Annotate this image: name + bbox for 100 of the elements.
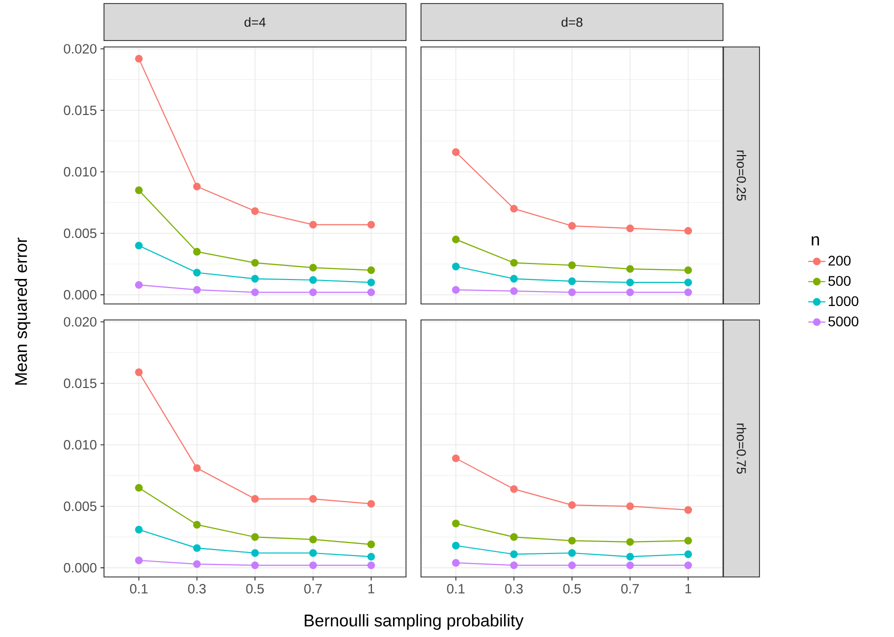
legend-label: 5000 — [828, 316, 858, 326]
chart-title: d=4 — [244, 17, 266, 27]
point — [367, 540, 376, 548]
point — [684, 278, 692, 286]
y2-axis-title: rho=0.25 — [736, 150, 746, 201]
point — [684, 561, 692, 570]
x-tick-label: 1 — [685, 584, 692, 594]
point — [684, 536, 692, 545]
point — [626, 552, 634, 561]
point — [510, 274, 518, 283]
point — [568, 288, 576, 296]
point — [367, 500, 376, 508]
chart-title: d=8 — [562, 17, 582, 27]
point — [135, 556, 143, 564]
point — [251, 549, 259, 557]
x-tick-label: 0.5 — [246, 584, 264, 594]
point — [626, 538, 634, 546]
x-tick-label: 0.5 — [563, 584, 581, 594]
point — [367, 266, 376, 274]
point — [452, 542, 460, 550]
point — [193, 182, 201, 190]
point — [626, 278, 634, 286]
point — [193, 560, 201, 568]
point — [251, 288, 259, 296]
point — [684, 226, 692, 235]
y-axis-title: Mean squared error — [14, 238, 30, 385]
point — [135, 186, 143, 194]
point — [510, 533, 518, 541]
y-tick-label: 0.000 — [64, 563, 96, 573]
point — [452, 520, 460, 528]
x-tick-label: 0.3 — [188, 584, 206, 594]
point — [367, 220, 376, 229]
point — [510, 485, 518, 493]
point — [367, 561, 376, 570]
legend-title: n — [812, 236, 819, 246]
point — [193, 268, 201, 276]
point — [568, 561, 576, 570]
point — [568, 549, 576, 557]
point — [626, 502, 634, 510]
y-tick-label: 0.020 — [64, 44, 96, 54]
point — [193, 286, 201, 294]
x-tick-label: 0.1 — [447, 584, 465, 594]
y-tick-label: 0.010 — [64, 440, 96, 450]
x-axis-title: Bernoulli sampling probability — [304, 614, 524, 630]
point — [626, 265, 634, 273]
point — [193, 520, 201, 529]
point — [309, 220, 317, 229]
point — [367, 278, 376, 286]
point — [251, 258, 259, 267]
point — [452, 286, 460, 294]
y2-axis-title: rho=0.75 — [736, 424, 746, 474]
point — [626, 561, 634, 570]
x-tick-label: 0.3 — [505, 584, 523, 594]
point — [135, 526, 143, 534]
point — [568, 501, 576, 509]
point — [309, 536, 317, 544]
y-tick-label: 0.005 — [64, 228, 96, 238]
point — [193, 248, 201, 256]
point — [452, 148, 460, 156]
x-tick-label: 0.7 — [621, 584, 639, 594]
point — [452, 262, 460, 270]
point — [568, 222, 576, 230]
point — [684, 266, 692, 274]
legend-label: 1000 — [828, 296, 858, 306]
point — [452, 454, 460, 462]
point — [251, 533, 259, 541]
point — [251, 274, 259, 283]
point — [684, 288, 692, 296]
point — [193, 544, 201, 552]
point — [510, 550, 518, 558]
point — [568, 536, 576, 545]
point — [251, 495, 259, 503]
y-tick-label: 0.015 — [64, 106, 96, 116]
legend-label: 200 — [828, 256, 851, 266]
point — [193, 464, 201, 472]
y-tick-label: 0.000 — [64, 290, 96, 300]
point — [309, 264, 317, 272]
point — [135, 242, 143, 250]
point — [309, 276, 317, 284]
point — [510, 258, 518, 267]
y-tick-label: 0.020 — [64, 317, 96, 327]
y-tick-label: 0.015 — [64, 378, 96, 388]
point — [684, 550, 692, 558]
point — [568, 261, 576, 270]
point — [452, 558, 460, 567]
point — [309, 288, 317, 296]
y-tick-label: 0.010 — [64, 167, 96, 177]
point — [135, 281, 143, 289]
point — [510, 561, 518, 570]
point — [309, 561, 317, 570]
point — [135, 54, 143, 63]
point — [135, 368, 143, 376]
x-tick-label: 0.7 — [304, 584, 322, 594]
point — [626, 288, 634, 296]
point — [510, 287, 518, 295]
point — [367, 288, 376, 296]
point — [367, 552, 376, 561]
point — [568, 277, 576, 286]
legend-label: 500 — [828, 276, 851, 286]
point — [309, 495, 317, 503]
